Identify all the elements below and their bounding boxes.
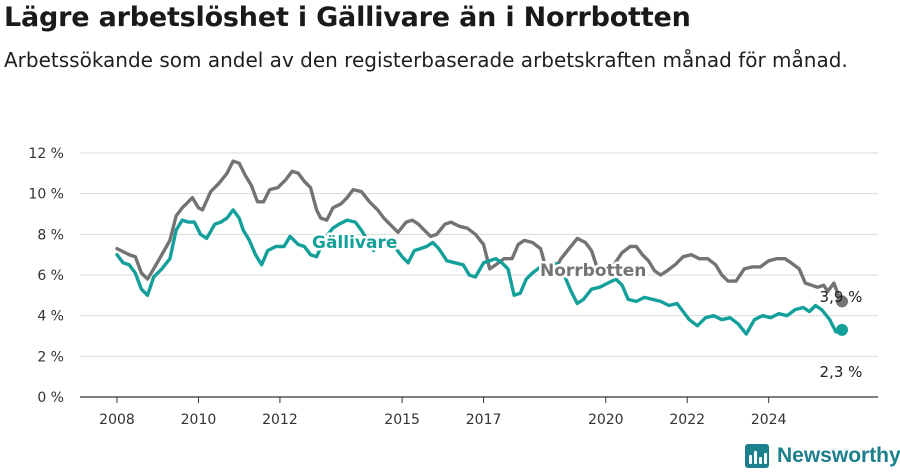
y-tick-label: 6 %: [37, 268, 64, 284]
y-tick-label: 2 %: [37, 349, 64, 365]
series-lines: [115, 159, 844, 336]
x-tick-label: 2022: [669, 412, 705, 428]
series-line-gllivare: [115, 208, 376, 297]
end-value-gallivare: 2,3 %: [820, 363, 863, 381]
x-tick-label: 2010: [181, 412, 217, 428]
series-labels: Norrbotten Gällivare 3,9 % 2,3 %: [310, 231, 863, 382]
y-tick-label: 12 %: [28, 146, 64, 162]
y-tick-label: 4 %: [37, 309, 64, 325]
y-tick-label: 10 %: [28, 187, 64, 203]
x-tick-label: 2012: [262, 412, 298, 428]
x-tick-label: 2024: [751, 412, 787, 428]
x-axis: 2008 2010 2012 2015 2017 2020 2022 2024: [99, 397, 787, 428]
series-label-norrbotten: Norrbotten: [540, 261, 646, 281]
y-axis-ticks: 0 % 2 % 4 % 6 % 8 % 10 % 12 %: [28, 146, 64, 406]
newsworthy-logo-icon: [745, 444, 769, 468]
series-line-gllivare: [394, 240, 844, 336]
chart-subtitle: Arbetssökande som andel av den registerb…: [4, 48, 848, 72]
end-value-norrbotten: 3,9 %: [820, 288, 863, 306]
end-dot-norrbotten: [836, 295, 848, 308]
y-tick-label: 8 %: [37, 227, 64, 243]
newsworthy-logo: Newsworthy: [745, 442, 900, 470]
x-tick-label: 2020: [588, 412, 624, 428]
chart-title: Lägre arbetslöshet i Gällivare än i Norr…: [4, 2, 691, 33]
series-line-norrbotten: [115, 159, 844, 304]
brand-name: Newsworthy: [777, 444, 900, 467]
gridlines: [80, 152, 878, 398]
x-tick-label: 2008: [99, 412, 135, 428]
x-tick-label: 2017: [466, 412, 502, 428]
x-tick-label: 2015: [384, 412, 420, 428]
series-label-gallivare: Gällivare: [312, 233, 397, 253]
end-dot-gallivare: [836, 323, 848, 336]
y-tick-label: 0 %: [37, 390, 64, 406]
